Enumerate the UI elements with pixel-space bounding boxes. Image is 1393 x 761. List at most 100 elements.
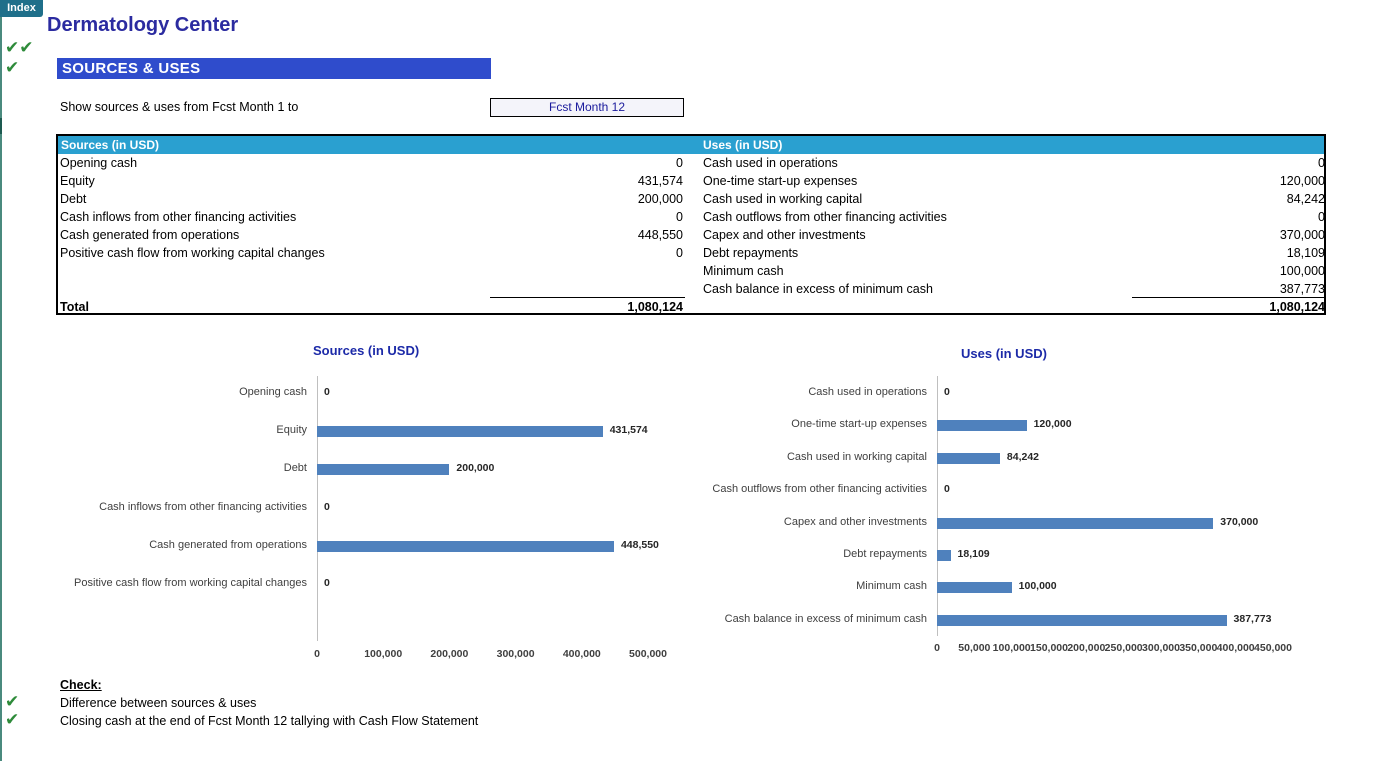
category-label: Cash balance in excess of minimum cash (724, 612, 927, 625)
tick-label: 300,000 (1142, 642, 1180, 654)
check-heading: Check: (60, 678, 102, 692)
category-label: One-time start-up expenses (791, 418, 927, 431)
category-label: Opening cash (239, 386, 307, 398)
uses-sum-line (1132, 297, 1324, 298)
tick-label: 250,000 (1104, 642, 1143, 654)
bar (937, 452, 1000, 464)
data-label: 0 (944, 386, 950, 398)
double-check-icon: ✔✔ (5, 38, 34, 58)
use-row-value: 18,109 (1286, 246, 1325, 260)
category-label: Cash outflows from other financing activ… (712, 483, 927, 496)
period-select[interactable]: Fcst Month 12 (490, 98, 684, 117)
check-icon: ✔ (5, 710, 20, 730)
uses-total: 1,080,124 (1269, 300, 1325, 314)
index-button[interactable]: Index (0, 0, 43, 17)
use-row-label: Cash used in operations (703, 156, 838, 170)
use-row-value: 84,242 (1286, 192, 1325, 206)
tick-label: 150,000 (1030, 642, 1068, 654)
source-row-value: 0 (676, 156, 683, 170)
use-row-value: 0 (1318, 210, 1325, 224)
tick-label: 0 (934, 642, 940, 654)
data-label: 84,242 (1006, 450, 1040, 463)
category-label: Minimum cash (856, 580, 927, 593)
use-row-label: One-time start-up expenses (703, 174, 858, 188)
bar (937, 550, 951, 561)
left-edge-marker (0, 118, 2, 134)
category-label: Cash used in working capital (786, 450, 927, 463)
use-row-label: Capex and other investments (703, 228, 866, 242)
category-label: Positive cash flow from working capital … (74, 577, 307, 589)
category-label: Cash generated from operations (149, 538, 307, 551)
use-row-value: 0 (1318, 156, 1325, 170)
category-label: Debt repayments (843, 548, 927, 560)
data-label: 0 (944, 483, 950, 496)
check-item: Difference between sources & uses (60, 696, 257, 710)
use-row-value: 387,773 (1279, 282, 1325, 296)
uses-chart-title: Uses (in USD) (961, 346, 1047, 361)
category-label: Cash inflows from other financing activi… (99, 500, 307, 513)
chart-axis-line (317, 376, 318, 641)
category-label: Cash used in operations (808, 386, 927, 398)
bar (937, 582, 1012, 594)
source-row-label: Equity (60, 174, 95, 188)
source-row-value: 200,000 (637, 192, 683, 206)
use-row-value: 370,000 (1279, 228, 1325, 242)
sources-total: 1,080,124 (627, 300, 683, 314)
data-label: 448,550 (620, 538, 659, 551)
sources-chart-title: Sources (in USD) (313, 343, 420, 358)
left-edge-strip (0, 0, 2, 761)
use-row-label: Cash used in working capital (703, 192, 863, 206)
use-row-label: Minimum cash (703, 264, 784, 278)
source-row-value: 0 (676, 246, 683, 260)
check-icon: ✔ (5, 58, 20, 78)
tick-label: 450,000 (1254, 642, 1292, 654)
use-row-label: Debt repayments (703, 246, 799, 260)
app-title: Dermatology Center (47, 14, 239, 36)
tick-label: 50,000 (958, 642, 991, 654)
bar (937, 517, 1214, 529)
tick-label: 200,000 (1067, 642, 1106, 654)
tick-label: 0 (314, 648, 320, 660)
data-label: 370,000 (1220, 515, 1259, 528)
source-row-label: Positive cash flow from working capital … (60, 246, 325, 260)
data-label: 120,000 (1033, 418, 1072, 431)
source-row-label: Debt (60, 192, 87, 206)
data-label: 387,773 (1233, 612, 1272, 625)
chart-axis-line (937, 376, 938, 636)
sources-sum-line (490, 297, 685, 298)
check-icon: ✔ (5, 692, 20, 712)
section-header: SOURCES & USES (57, 58, 491, 79)
check-item: Closing cash at the end of Fcst Month 12… (60, 714, 479, 728)
data-label: 0 (324, 500, 330, 513)
tick-label: 350,000 (1179, 642, 1218, 654)
tick-label: 200,000 (430, 648, 469, 660)
data-label: 200,000 (456, 462, 495, 475)
category-label: Debt (283, 462, 307, 475)
sources-uses-table: Sources (in USD) Uses (in USD) Opening c… (56, 134, 1326, 315)
period-label: Show sources & uses from Fcst Month 1 to (60, 100, 299, 114)
bar (317, 426, 603, 438)
tick-label: 400,000 (562, 648, 601, 660)
bar (317, 464, 450, 476)
category-label: Capex and other investments (783, 515, 927, 528)
tick-label: 300,000 (496, 648, 535, 660)
source-row-label: Cash generated from operations (60, 228, 240, 242)
source-row-value: 0 (676, 210, 683, 224)
source-row-label: Opening cash (60, 156, 138, 170)
use-row-label: Cash outflows from other financing activ… (703, 210, 947, 224)
data-label: 100,000 (1018, 580, 1057, 593)
data-label: 0 (324, 577, 330, 589)
use-row-label: Cash balance in excess of minimum cash (703, 282, 933, 296)
use-row-value: 100,000 (1279, 264, 1325, 278)
table-header-bar (58, 136, 1324, 154)
total-label: Total (60, 300, 89, 314)
use-row-value: 120,000 (1279, 174, 1325, 188)
source-row-value: 431,574 (637, 174, 683, 188)
tick-label: 100,000 (992, 642, 1031, 654)
data-label: 0 (324, 386, 330, 398)
sources-header: Sources (in USD) (61, 138, 160, 152)
tick-label: 400,000 (1216, 642, 1255, 654)
bar (937, 614, 1227, 626)
source-row-label: Cash inflows from other financing activi… (60, 210, 297, 224)
tick-label: 500,000 (629, 648, 667, 660)
